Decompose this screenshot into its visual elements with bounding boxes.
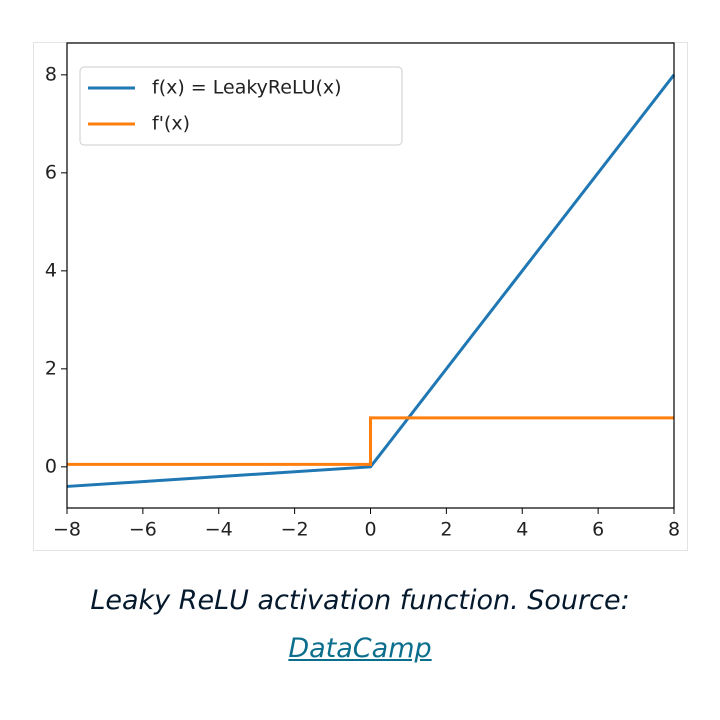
x-tick-label: 6 — [592, 519, 604, 541]
chart: −8 −6 −4 −2 0 2 4 6 8 0 2 4 6 8 f(x) = LeakyReLU(x) f'(… — [33, 42, 688, 551]
x-tick-label: 0 — [364, 519, 376, 541]
y-tick-label: 4 — [45, 259, 57, 281]
legend-box — [79, 66, 403, 146]
x-tick-label: 8 — [668, 519, 680, 541]
legend-label: f(x) = LeakyReLU(x) — [152, 77, 342, 99]
y-tick-label: 8 — [45, 63, 57, 85]
y-tick-label: 6 — [45, 161, 57, 183]
caption-link[interactable]: DataCamp — [288, 633, 432, 664]
x-tick-label: −2 — [281, 519, 309, 541]
caption: Leaky ReLU activation function. Source: — [90, 585, 630, 616]
plot-frame — [66, 42, 675, 509]
x-tick-label: −6 — [129, 519, 157, 541]
x-tick-label: 4 — [516, 519, 528, 541]
y-tick-label: 2 — [45, 357, 57, 379]
caption-link-line: DataCamp — [0, 633, 720, 664]
legend-label: f'(x) — [152, 113, 190, 135]
x-tick-label: −4 — [205, 519, 233, 541]
series-line — [67, 416, 674, 466]
x-tick-label: 2 — [440, 519, 452, 541]
y-tick-label: 0 — [45, 455, 57, 477]
x-tick-label: −8 — [53, 519, 81, 541]
series-line — [66, 73, 676, 488]
